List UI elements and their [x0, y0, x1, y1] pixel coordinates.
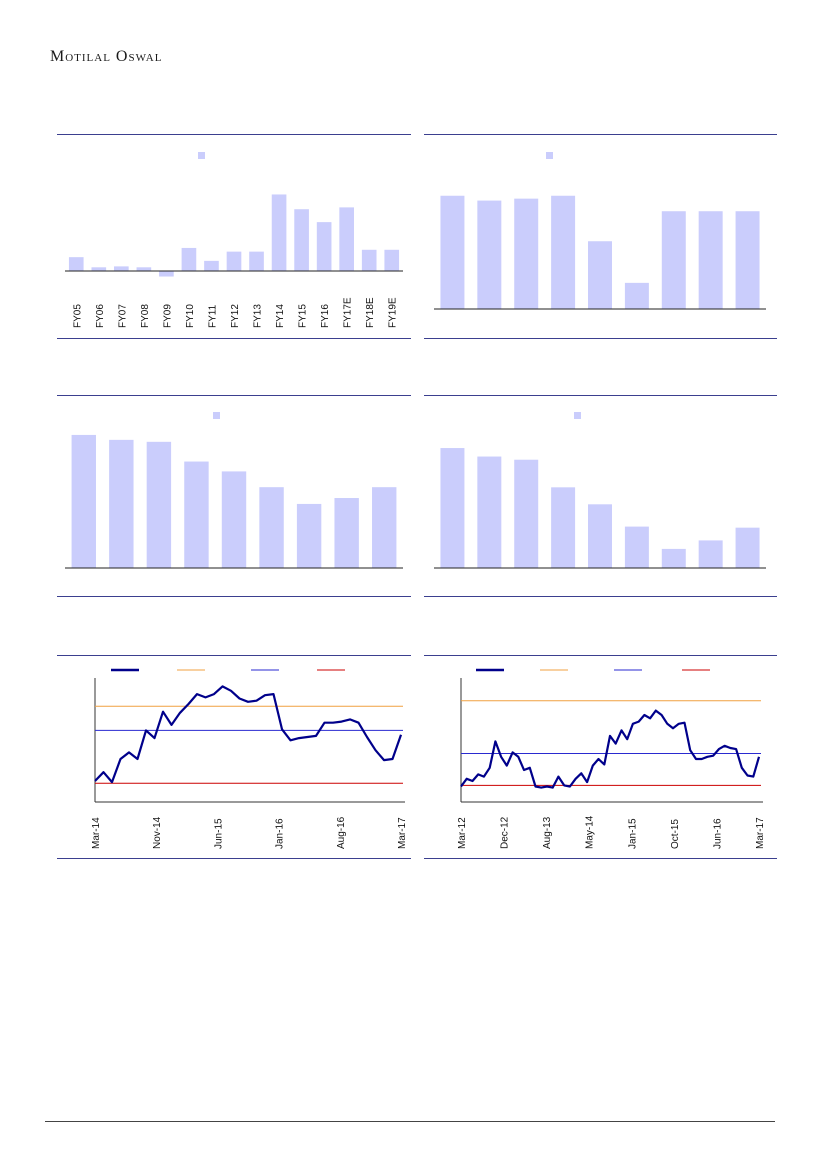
bar [316, 222, 332, 271]
footer-rule [45, 1121, 775, 1122]
bar [624, 526, 649, 568]
bar [698, 211, 723, 309]
bar [440, 195, 465, 309]
panel-top-rule [57, 134, 411, 135]
x-tick-label: FY19E [388, 297, 399, 328]
x-tick-label: Jan-15 [627, 818, 638, 849]
company-logo: Motilal Oswal [50, 48, 163, 65]
x-tick-label: FY14 [275, 304, 286, 328]
bar [334, 498, 359, 568]
bar [588, 504, 612, 568]
bar [440, 448, 465, 568]
bar [114, 266, 129, 271]
x-tick-label: FY11 [207, 304, 218, 328]
panel-bottom-rule [424, 596, 777, 597]
bar [271, 194, 287, 271]
bar [259, 487, 284, 568]
panel-top-rule [424, 655, 777, 656]
bar [735, 527, 760, 568]
x-tick-label: Jun-16 [712, 818, 723, 849]
panel-bottom-rule [57, 338, 411, 339]
x-tick-label: FY07 [117, 304, 128, 328]
bar [204, 260, 219, 271]
x-tick-label: Aug-16 [336, 816, 347, 849]
bar [221, 471, 247, 568]
bar [226, 251, 242, 271]
x-tick-label: FY09 [162, 304, 173, 328]
x-tick-label: FY18E [365, 297, 376, 328]
bar [384, 249, 400, 271]
bar [109, 439, 134, 568]
x-tick-label: FY17E [343, 297, 354, 328]
panel-bottom-rule [424, 338, 777, 339]
x-tick-label: Mar-12 [457, 817, 468, 849]
x-tick-label: Nov-14 [152, 816, 163, 849]
x-tick-label: Mar-17 [755, 817, 766, 849]
bar [339, 207, 354, 271]
panel-bottom-rule [57, 596, 411, 597]
series-line [460, 709, 761, 789]
chart-line-1: Mar-14 Nov-14 Jun-15 Jan-16 Aug-16 Mar-17 [57, 656, 411, 856]
chart-bar-3 [57, 400, 411, 594]
bar [71, 434, 96, 568]
chart-bar-2 [424, 140, 777, 336]
x-tick-label: Dec-12 [500, 816, 511, 849]
bar [514, 459, 539, 568]
legend-swatch [213, 412, 220, 419]
bar [661, 548, 686, 568]
bar [551, 195, 576, 309]
bar [68, 257, 84, 271]
bar [146, 441, 172, 568]
bar [551, 487, 576, 568]
bar [294, 209, 309, 271]
x-tick-label: FY05 [72, 304, 83, 328]
legend-swatch [574, 412, 581, 419]
bar [477, 456, 502, 568]
x-tick-label: FY08 [140, 304, 151, 328]
x-tick-label: FY15 [298, 304, 309, 328]
bar [296, 503, 322, 568]
bar [661, 211, 686, 309]
chart-line-2: Mar-12 Dec-12 Aug-13 May-14 Jan-15 Oct-15 Jun-… [424, 656, 777, 856]
panel-top-rule [57, 655, 411, 656]
bar [735, 211, 760, 309]
legend-swatch [198, 152, 205, 159]
x-tick-label: Oct-15 [670, 819, 681, 849]
bar [136, 267, 152, 271]
chart-bar-4 [424, 400, 777, 594]
x-tick-label: FY16 [320, 304, 331, 328]
bar [588, 241, 612, 309]
series-line [94, 685, 403, 784]
x-tick-label: Jan-16 [275, 818, 286, 849]
x-tick-label: FY12 [230, 304, 241, 328]
panel-top-rule [424, 395, 777, 396]
chart-bar-1: FY05 FY06 FY07 FY08 FY09 FY10 FY11 FY12 FY13 FY14… [57, 140, 411, 336]
x-tick-label: FY06 [95, 304, 106, 328]
bar [181, 247, 197, 271]
x-tick-label: FY10 [185, 304, 196, 328]
bar [372, 487, 397, 568]
bar [624, 282, 649, 309]
bar [361, 249, 377, 271]
panel-bottom-rule [424, 858, 777, 859]
bar [249, 251, 264, 271]
bar [698, 540, 723, 568]
x-tick-label: May-14 [585, 815, 596, 849]
x-tick-label: FY13 [253, 304, 264, 328]
bar [91, 267, 107, 271]
panel-top-rule [57, 395, 411, 396]
x-tick-label: Jun-15 [213, 818, 224, 849]
legend-swatch [546, 152, 553, 159]
bar [514, 198, 539, 309]
panel-bottom-rule [57, 858, 411, 859]
panel-top-rule [424, 134, 777, 135]
x-tick-label: Mar-14 [91, 817, 102, 849]
x-tick-label: Mar-17 [397, 817, 408, 849]
bar [477, 200, 502, 309]
bar [159, 271, 174, 277]
x-tick-label: Aug-13 [542, 816, 553, 849]
bar [184, 461, 209, 568]
